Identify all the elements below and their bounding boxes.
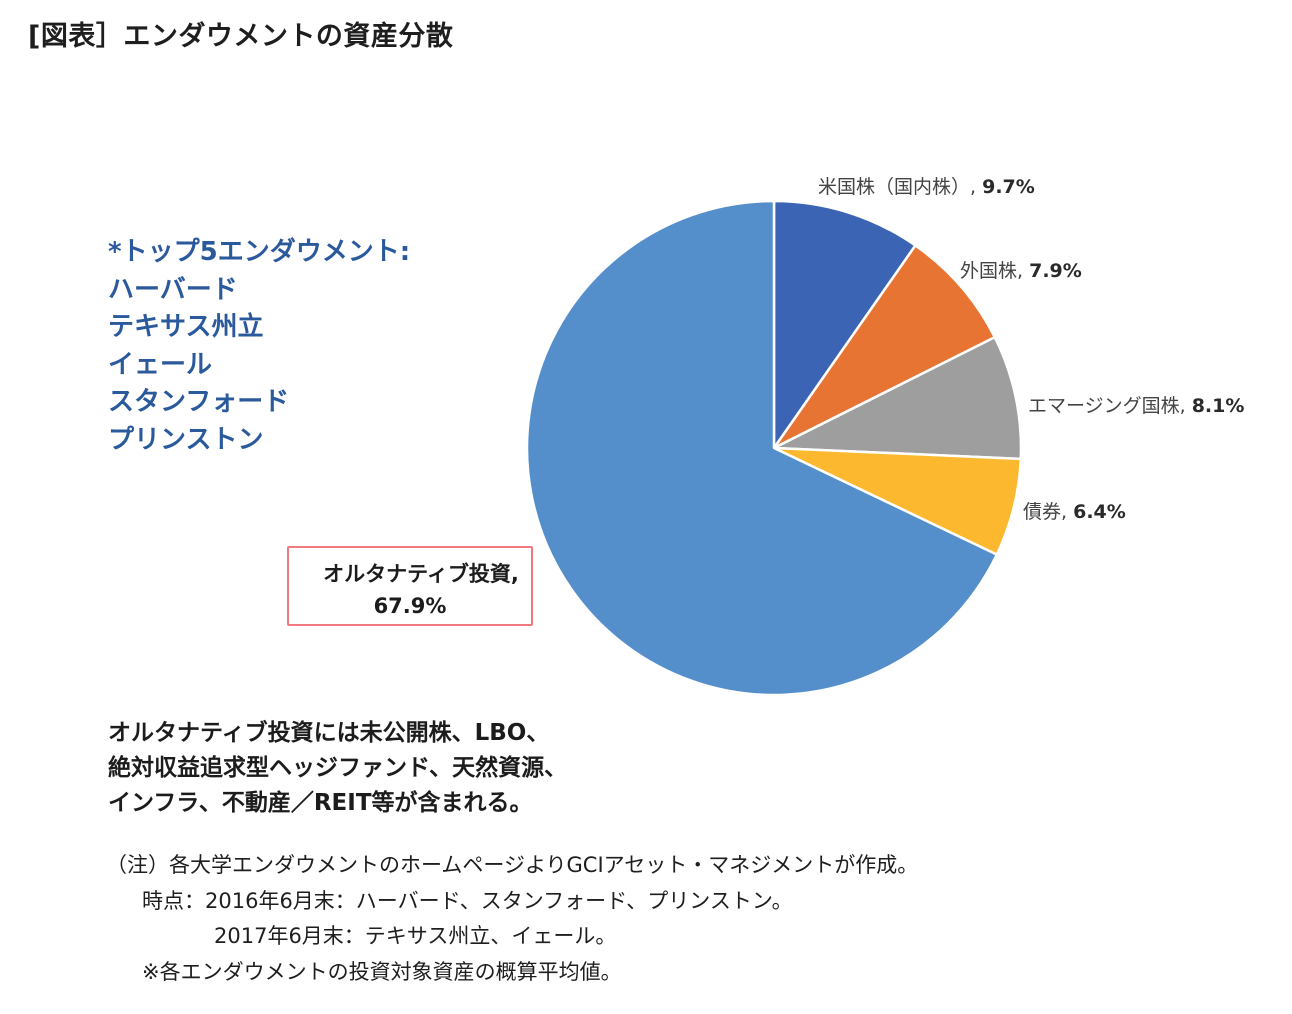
pie-slice — [772, 336, 1023, 461]
footnote-line: （注）各大学エンダウメントのホームページよりGCIアセット・マネジメントが作成。 — [106, 853, 919, 877]
top5-heading: *トップ5エンダウメント: — [108, 237, 411, 267]
label-name: 外国株, — [960, 260, 1030, 282]
pie-slice — [772, 244, 997, 450]
label-pct: 6.4% — [1073, 501, 1126, 523]
label-us-stocks: 米国株（国内株）, 9.7% — [818, 172, 1035, 199]
footnote-line: 2017年6月末：テキサス州立、イェール。 — [214, 924, 617, 948]
label-foreign-stocks: 外国株, 7.9% — [960, 256, 1082, 283]
note-line: インフラ、不動産／REIT等が含まれる。 — [108, 790, 533, 816]
label-pct: 8.1% — [1191, 395, 1245, 417]
alternatives-note: オルタナティブ投資には未公開株、LBO、 絶対収益追求型ヘッジファンド、天然資源… — [108, 716, 567, 821]
label-alternatives-callout: オルタナティブ投資, 67.9% — [287, 546, 533, 626]
footnote-line: 時点：2016年6月末：ハーバード、スタンフォード、プリンストン。 — [142, 888, 793, 913]
top5-endowments-list: *トップ5エンダウメント: ハーバード テキサス州立 イェール スタンフォード … — [108, 234, 410, 459]
label-pct: 9.7% — [982, 176, 1035, 198]
label-name: 債券, — [1023, 501, 1074, 523]
note-line: 絶対収益追求型ヘッジファンド、天然資源、 — [108, 755, 568, 781]
label-pct: 67.9% — [373, 594, 447, 618]
label-bonds: 債券, 6.4% — [1023, 497, 1126, 524]
label-pct: 7.9% — [1029, 260, 1082, 282]
label-emerging-stocks: エマージング国株, 8.1% — [1028, 391, 1244, 418]
pie-slices — [525, 199, 1023, 697]
pie-slice — [772, 199, 917, 450]
label-name: オルタナティブ投資, — [323, 562, 519, 586]
source-footnote: （注）各大学エンダウメントのホームページよりGCIアセット・マネジメントが作成。… — [106, 848, 918, 990]
school-item: ハーバード — [108, 274, 238, 305]
label-name: 米国株（国内株）, — [818, 176, 983, 198]
school-item: プリンストン — [108, 424, 264, 455]
school-item: イェール — [108, 349, 213, 380]
figure-title: [図表］エンダウメントの資産分散 — [28, 21, 454, 52]
school-item: テキサス州立 — [108, 312, 264, 342]
label-name: エマージング国株, — [1028, 395, 1192, 417]
note-line: オルタナティブ投資には未公開株、LBO、 — [108, 720, 550, 746]
pie-slice — [525, 199, 999, 697]
school-item: スタンフォード — [108, 387, 290, 417]
footnote-line: ※各エンダウメントの投資対象資産の概算平均値。 — [142, 959, 622, 984]
